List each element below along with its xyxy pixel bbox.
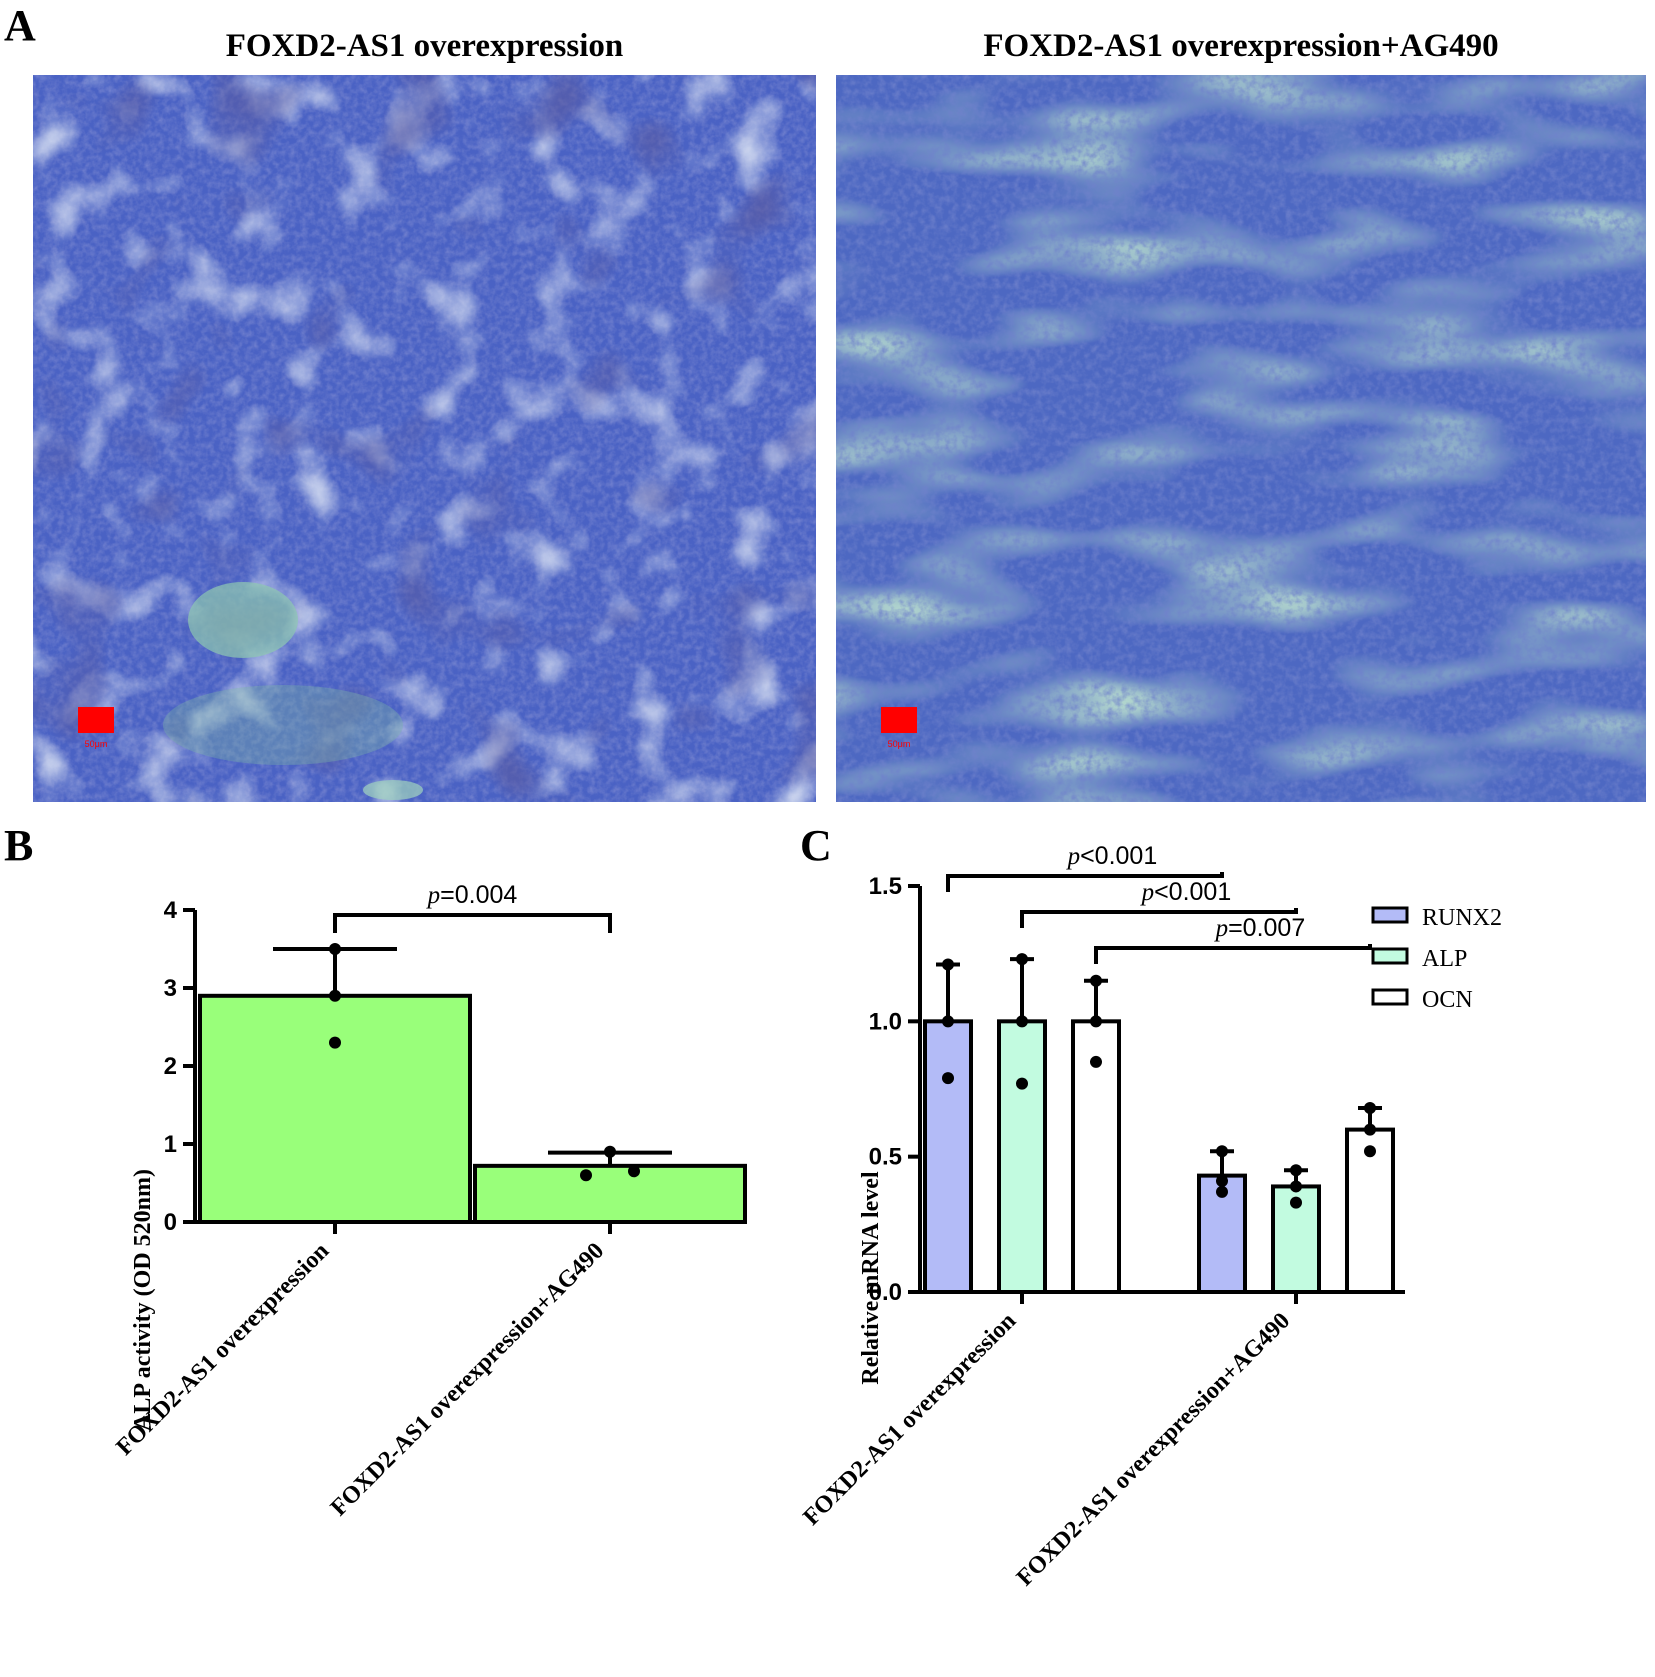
chart-c-legend-swatch-ocn [1371, 988, 1409, 1006]
chart-b-y-tick-label: 4 [164, 897, 178, 924]
chart-c-p-value-symbol: p [1140, 879, 1155, 906]
chart-b-data-point [580, 1169, 592, 1182]
scale-bar [78, 707, 114, 733]
chart-c-x-tick-label: FOXD2-AS1 overexpression+AG490 [1012, 1308, 1295, 1591]
chart-c-legend-swatch-alp [1371, 947, 1409, 965]
chart-b-p-value-value: =0.004 [440, 881, 517, 909]
chart-c-data-point [1016, 1015, 1028, 1028]
micrograph-title-right: FOXD2-AS1 overexpression+AG490 [983, 28, 1499, 64]
chart-b-data-point [628, 1165, 640, 1178]
green-region [188, 582, 298, 658]
chart-b-data-point [329, 1036, 341, 1049]
chart-c-y-tick-label: 1.0 [869, 1008, 902, 1035]
chart-c-y-tick-label: 0.0 [869, 1279, 902, 1306]
chart-c-p-value: p<0.001 [1140, 878, 1232, 906]
chart-c-data-point [1364, 1145, 1376, 1158]
chart-c-significance-bracket [946, 872, 1224, 892]
micrograph-overexpression: 50μm [33, 75, 816, 802]
chart-c-p-value-symbol: p [1214, 915, 1229, 942]
chart-c-p-value-value: =0.007 [1228, 914, 1305, 942]
chart-c-p-value-symbol: p [1066, 843, 1081, 870]
chart-b-y-tick-label: 0 [164, 1209, 177, 1236]
micrograph-overexpression-ag490-image: 50μm [836, 75, 1646, 802]
chart-b-p-value: p=0.004 [426, 881, 518, 909]
chart-c-data-point [1216, 1145, 1228, 1158]
chart-c-p-value: p=0.007 [1214, 914, 1306, 942]
chart-c-y-tick-label: 0.5 [869, 1144, 902, 1171]
chart-c-data-point [1290, 1164, 1302, 1177]
chart-b-y-axis-label: ALP activity (OD 520nm) [130, 1169, 156, 1431]
chart-c-y-tick-label: 1.5 [869, 873, 902, 900]
chart-c-data-point [1364, 1123, 1376, 1136]
chart-c-data-point [1090, 974, 1102, 987]
chart-c-bar-runx2 [923, 1019, 973, 1294]
scale-bar [881, 707, 917, 733]
scale-bar-label: 50μm [888, 739, 911, 749]
chart-b-y-tick-label: 3 [164, 975, 177, 1002]
chart-c-p-value: p<0.001 [1066, 842, 1158, 870]
chart-b-significance-bracket [333, 913, 612, 933]
chart-c-data-point [1290, 1180, 1302, 1193]
chart-c-legend-label-ocn: OCN [1422, 987, 1473, 1013]
chart-c-legend-swatch-runx2 [1371, 906, 1409, 924]
chart-b-y-tick-label: 1 [164, 1131, 177, 1158]
chart-c-data-point [942, 1072, 954, 1085]
chart-c-data-point [1290, 1196, 1302, 1209]
micrograph-overexpression-ag490: 50μm [836, 75, 1646, 802]
panel-label-a: A [4, 1, 36, 50]
chart-b-data-point [604, 1145, 616, 1158]
chart-c-data-point [1364, 1101, 1376, 1114]
chart-c-data-point [1090, 1055, 1102, 1068]
chart-c-data-point [942, 1015, 954, 1028]
chart-c-data-point [942, 958, 954, 971]
scale-bar-label: 50μm [85, 739, 108, 749]
chart-c-legend: RUNX2 ALP OCN [1371, 905, 1502, 1013]
panel-label-b: B [4, 821, 34, 870]
chart-c-y-axis-label: Relative mRNA level [858, 1171, 884, 1385]
chart-b-p-value-symbol: p [426, 882, 441, 909]
chart-c-data-point [1016, 1077, 1028, 1090]
chart-c-p-value-value: <0.001 [1154, 878, 1231, 906]
micrograph-overexpression-image: 50μm [33, 75, 816, 802]
micrograph-title-left: FOXD2-AS1 overexpression [225, 28, 624, 64]
chart-c-data-point [1216, 1175, 1228, 1188]
chart-b-data-point [329, 989, 341, 1002]
chart-c-significance-bracket [1020, 908, 1298, 928]
chart-b-bar [473, 1163, 747, 1224]
chart-c-significance-bracket [1094, 944, 1372, 964]
chart-c-data-point [1216, 1185, 1228, 1198]
chart-c-p-value-value: <0.001 [1080, 842, 1157, 870]
chart-b-data-point [329, 943, 341, 955]
chart-c-data-point [1016, 953, 1028, 966]
chart-c-data-point [1090, 1015, 1102, 1028]
chart-c-bar-alp [997, 1019, 1047, 1294]
chart-c-x-tick-label: FOXD2-AS1 overexpression [800, 1308, 1021, 1531]
chart-b-x-tick-label: FOXD2-AS1 overexpression+AG490 [326, 1238, 609, 1521]
chart-b-bar [198, 993, 472, 1224]
chart-b-y-tick-label: 2 [164, 1053, 177, 1080]
chart-c-legend-label-runx2: RUNX2 [1422, 905, 1502, 931]
chart-c-relative-mrna: 0.0 0.5 1.0 1.5 FOXD2-AS1 overexpressionFOXD… [800, 842, 1502, 1591]
chart-b-marks: p=0.004 [198, 881, 747, 1224]
panel-label-c: C [800, 821, 832, 870]
chart-c-legend-label-alp: ALP [1422, 946, 1467, 972]
